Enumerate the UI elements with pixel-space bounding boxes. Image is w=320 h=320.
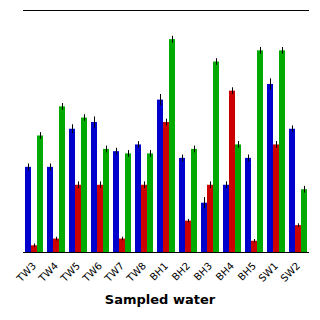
- svg-text:TW6: TW6: [80, 260, 104, 284]
- svg-text:BH5: BH5: [236, 260, 258, 282]
- svg-text:BH4: BH4: [214, 260, 236, 282]
- svg-text:TW3: TW3: [14, 260, 38, 284]
- svg-text:TW8: TW8: [124, 260, 148, 284]
- svg-text:TW4: TW4: [36, 260, 60, 284]
- svg-text:SW1: SW1: [256, 260, 280, 284]
- svg-text:BH1: BH1: [148, 260, 170, 282]
- svg-text:BH3: BH3: [192, 260, 214, 282]
- svg-text:TW5: TW5: [58, 260, 82, 284]
- svg-text:SW2: SW2: [278, 260, 302, 284]
- svg-text:TW7: TW7: [102, 260, 126, 284]
- svg-text:BH2: BH2: [170, 260, 192, 282]
- html-text:Sampled water: Sampled water: [104, 292, 216, 307]
